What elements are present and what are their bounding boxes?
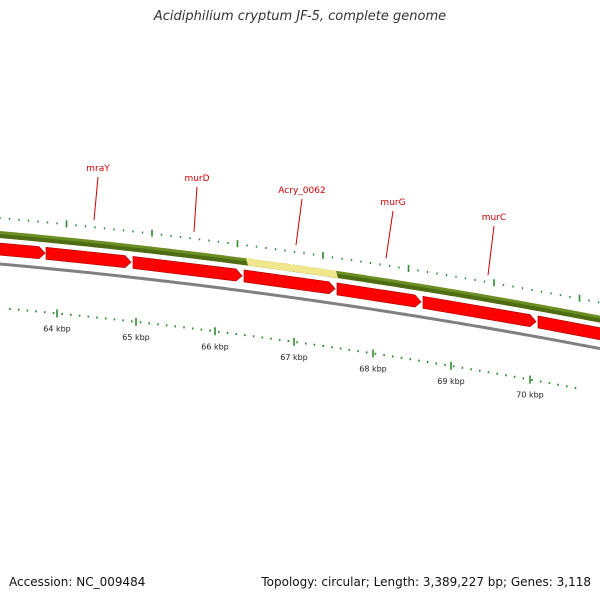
gene-label[interactable]: Acry_0062 [278,186,325,196]
label-leader-line [487,225,495,276]
kbp-label: 64 kbp [43,324,71,333]
gene-arrow [422,295,537,327]
gene-arrow [132,256,243,282]
label-leader-line [295,198,303,246]
kbp-label: 68 kbp [359,364,387,373]
gene-arrow [537,315,600,341]
gene-label[interactable]: mraY [86,164,110,174]
label-leader-line [193,186,198,232]
backbone-line [0,262,600,351]
map-title: Acidiphilium cryptum JF-5, complete geno… [153,9,447,24]
gene-label[interactable]: murG [380,198,405,208]
gene-arrow [45,246,132,268]
gene-band [0,231,600,323]
label-leader-line [93,176,99,221]
kbp-label: 67 kbp [280,353,308,362]
gene-arrow [243,269,336,295]
gene-label[interactable]: murC [482,213,506,223]
kbp-label: 69 kbp [437,377,465,386]
kbp-tick-row: 64 kbp 65 kbp 66 kbp 67 kbp 68 kbp 69 kbp 70 k… [9,307,577,400]
gene-arrow [336,282,422,308]
label-leader-line [385,210,394,259]
backbone-path [0,262,600,351]
outer-tick-row [0,217,600,304]
gene-arrow [0,242,46,259]
highlighted-gene-acry-0062 [246,258,338,279]
kbp-label: 65 kbp [122,333,150,342]
gene-label[interactable]: murD [184,174,209,184]
kbp-label: 70 kbp [516,391,544,400]
genome-stats-text: Topology: circular; Length: 3,389,227 bp… [261,575,591,589]
gene-band-shadow [0,234,600,323]
gene-arrows [0,242,600,341]
kbp-label: 66 kbp [201,342,229,351]
accession-text: Accession: NC_009484 [9,575,146,589]
gene-label-group: mraY murD Acry_0062 murG murC [86,164,506,276]
